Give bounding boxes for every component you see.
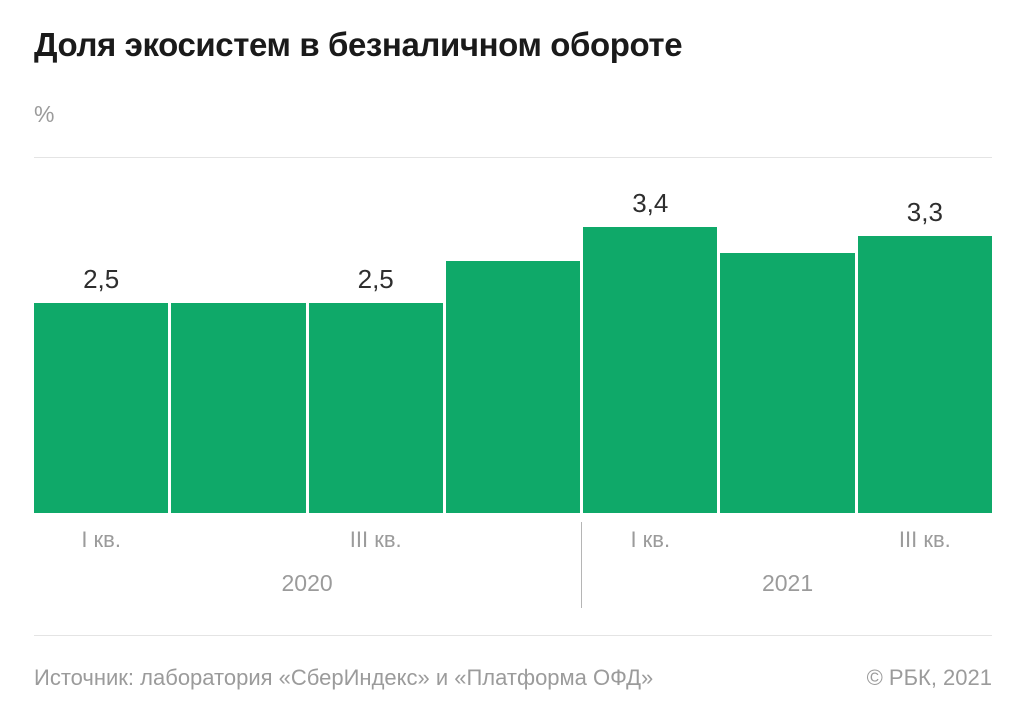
bar-value-label: 3,4 bbox=[632, 188, 669, 218]
bar-value-label: 3,3 bbox=[906, 197, 943, 227]
top-divider-line bbox=[34, 157, 992, 158]
source-text: Источник: лаборатория «СберИндекс» и «Пл… bbox=[34, 665, 654, 690]
chart-title: Доля экосистем в безналичном обороте bbox=[34, 26, 683, 63]
x-tick-label: III кв. bbox=[349, 527, 402, 552]
year-label: 2020 bbox=[281, 570, 333, 596]
year-label: 2021 bbox=[761, 570, 814, 596]
bar bbox=[445, 261, 581, 513]
bottom-divider-line bbox=[34, 635, 992, 636]
bar-value-label: 2,5 bbox=[83, 264, 120, 294]
percent-unit-label: % bbox=[34, 101, 55, 127]
copyright-text: © РБК, 2021 bbox=[866, 665, 992, 690]
x-tick-label: III кв. bbox=[898, 527, 951, 552]
bar-value-label: 2,5 bbox=[357, 264, 394, 294]
bar bbox=[720, 253, 855, 513]
bar-chart: 2,5 2,5 3,4 3,3 I кв. III кв. I кв. III кв. 2020… bbox=[34, 158, 992, 608]
bar bbox=[308, 303, 443, 513]
year-divider-line bbox=[581, 522, 583, 608]
bar bbox=[583, 227, 718, 513]
bar bbox=[857, 236, 992, 513]
x-tick-label: I кв. bbox=[630, 527, 671, 552]
bar bbox=[171, 303, 306, 513]
x-tick-label: I кв. bbox=[81, 527, 121, 552]
bar bbox=[34, 303, 169, 513]
